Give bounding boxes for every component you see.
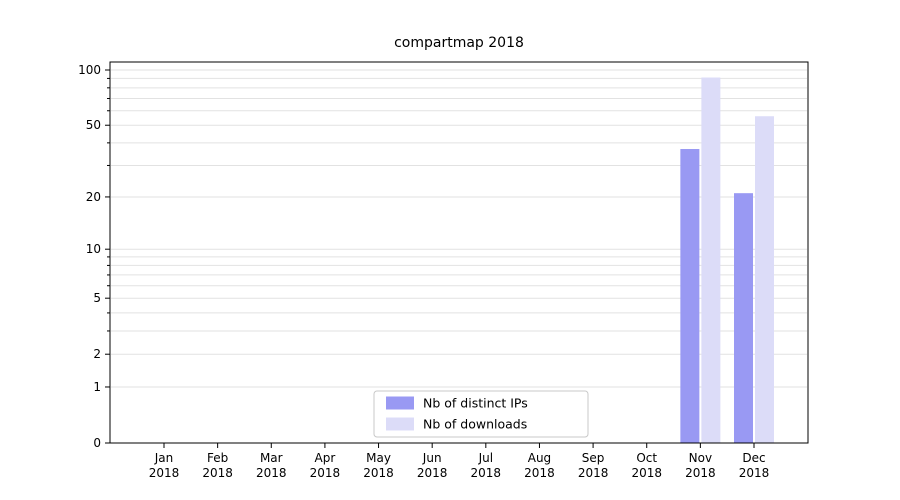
xtick-label-jun: Jun: [422, 451, 442, 465]
bars: [680, 77, 774, 443]
xtick-year-mar: 2018: [256, 466, 287, 480]
xtick-label-jul: Jul: [478, 451, 493, 465]
legend-swatch-nb-of-downloads: [386, 417, 414, 431]
xtick-label-nov: Nov: [689, 451, 712, 465]
xtick-year-jun: 2018: [417, 466, 448, 480]
bar-dec-nb-of-distinct-ips: [734, 193, 753, 443]
gridlines: [111, 69, 807, 388]
ytick-label-1: 1: [93, 380, 101, 394]
xtick-label-oct: Oct: [636, 451, 657, 465]
xtick-label-may: May: [366, 451, 391, 465]
xtick-label-mar: Mar: [260, 451, 283, 465]
xtick-label-aug: Aug: [528, 451, 551, 465]
xtick-year-nov: 2018: [685, 466, 716, 480]
chart-title: compartmap 2018: [394, 35, 524, 51]
xtick-label-sep: Sep: [582, 451, 605, 465]
ytick-label-10: 10: [86, 242, 101, 256]
legend-box: [373, 390, 589, 438]
ytick-label-100: 100: [78, 63, 101, 77]
xtick-year-aug: 2018: [524, 466, 555, 480]
legend-label-nb-of-distinct-ips: Nb of distinct IPs: [423, 396, 528, 411]
ytick-label-20: 20: [86, 190, 101, 204]
xtick-year-may: 2018: [363, 466, 394, 480]
xtick-year-jan: 2018: [149, 466, 180, 480]
legend-swatch-nb-of-distinct-ips: [386, 396, 414, 410]
xtick-label-apr: Apr: [315, 451, 336, 465]
bar-nov-nb-of-distinct-ips: [680, 149, 700, 443]
legend: Nb of distinct IPs Nb of downloads: [373, 390, 589, 438]
xtick-label-dec: Dec: [742, 451, 765, 465]
xtick-label-jan: Jan: [154, 451, 174, 465]
axes: 0125102050100Jan2018Feb2018Mar2018Apr201…: [78, 61, 809, 480]
ytick-label-5: 5: [93, 291, 101, 305]
bar-nov-nb-of-downloads: [701, 77, 721, 443]
bar-dec-nb-of-downloads: [755, 116, 774, 443]
xtick-year-feb: 2018: [202, 466, 233, 480]
xtick-year-oct: 2018: [631, 466, 662, 480]
xtick-year-sep: 2018: [578, 466, 609, 480]
xtick-year-apr: 2018: [310, 466, 341, 480]
ytick-label-2: 2: [93, 347, 101, 361]
xtick-year-dec: 2018: [739, 466, 770, 480]
xtick-label-feb: Feb: [207, 451, 228, 465]
ytick-label-50: 50: [86, 118, 101, 132]
ytick-label-0: 0: [93, 436, 101, 450]
plot-frame: [109, 61, 809, 444]
legend-label-nb-of-downloads: Nb of downloads: [423, 417, 527, 432]
xtick-year-jul: 2018: [471, 466, 502, 480]
